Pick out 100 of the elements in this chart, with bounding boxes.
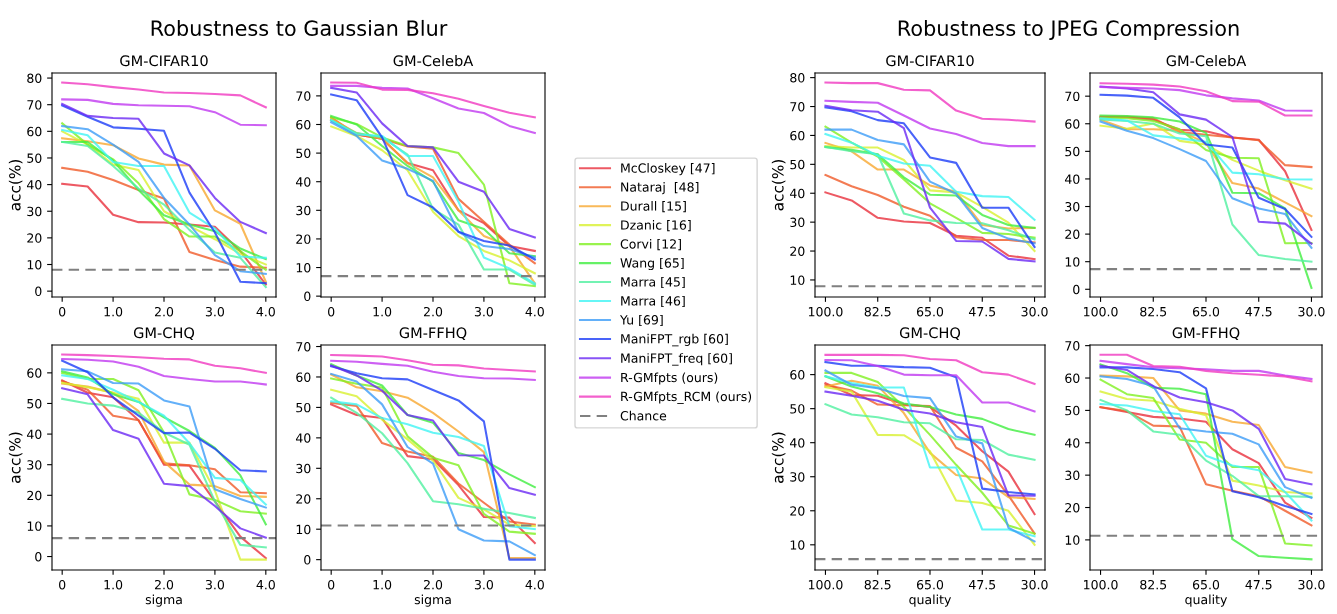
x-tick-label: 1.0 [104, 579, 123, 590]
legend-label: Chance [620, 410, 667, 421]
x-tick-label: 100.0 [808, 306, 843, 317]
y-tick-label: 10 [296, 263, 311, 273]
y-tick-label: 30 [1065, 470, 1080, 481]
line-series [61, 359, 267, 473]
line-series [61, 182, 267, 286]
x-tick-label: 0 [328, 306, 335, 317]
line-series [330, 354, 536, 373]
x-tick-label: 82.5 [864, 579, 891, 590]
line-series [1099, 374, 1313, 474]
y-tick-label: 20 [790, 506, 805, 516]
line-series [824, 360, 1036, 496]
line-series [330, 359, 536, 382]
line-series [1099, 359, 1313, 381]
y-tick-label: 30 [790, 472, 805, 482]
y-tick-label: 70 [296, 91, 311, 101]
line-series [1099, 122, 1313, 190]
x-tick-label: 47.5 [1245, 307, 1272, 317]
line-series [824, 358, 1036, 413]
y-tick-label: 20 [790, 246, 805, 256]
line-series [61, 104, 267, 285]
y-axis-title: acc(%) [8, 160, 23, 211]
y-axis-title: acc(%) [8, 432, 23, 483]
line-series [61, 98, 267, 127]
y-tick-label: 60 [296, 372, 311, 382]
x-tick-label: 100.0 [1084, 306, 1118, 317]
y-tick-label: 10 [1065, 535, 1080, 545]
x-tick-label: 2.0 [423, 579, 443, 590]
legend-label: Corvi [12] [620, 239, 681, 251]
chart-title: GM-CIFAR10 [120, 55, 208, 67]
y-tick-label: 20 [27, 490, 42, 501]
y-tick-label: 20 [1065, 502, 1080, 513]
y-axis-title: acc(%) [771, 160, 786, 211]
line-series [824, 173, 1036, 244]
x-tick-label: 30.0 [1298, 306, 1325, 317]
x-tick-label: 82.5 [864, 306, 891, 317]
x-tick-label: 2.0 [154, 306, 174, 317]
line-series [1099, 114, 1313, 289]
x-tick-label: 4.0 [256, 306, 275, 317]
y-tick-label: 0 [35, 552, 42, 562]
x-tick-label: 30.0 [1021, 306, 1048, 317]
y-tick-label: 60 [27, 368, 42, 378]
y-tick-label: 60 [1065, 119, 1080, 129]
x-tick-label: 2.0 [154, 579, 174, 590]
line-series [824, 81, 1036, 123]
y-tick-label: 50 [790, 159, 805, 170]
y-tick-label: 20 [296, 494, 311, 504]
x-tick-label: 1.0 [104, 306, 123, 317]
legend-label: Durall [15] [621, 201, 686, 213]
x-axis-title: sigma [414, 594, 451, 607]
x-tick-label: 100.0 [808, 579, 843, 590]
line-series [1099, 375, 1313, 499]
x-tick-label: 3.0 [205, 306, 225, 317]
y-tick-label: 70 [296, 341, 311, 352]
y-tick-label: 40 [1064, 174, 1080, 184]
text: Robustness to JPEG Compression [898, 19, 1239, 41]
y-tick-label: 10 [27, 259, 42, 270]
y-tick-label: 40 [789, 438, 805, 448]
legend-label: ManiFPT_rgb [60] [621, 333, 728, 347]
chart-title: GM-CelebA [393, 54, 474, 67]
line-series [61, 358, 267, 386]
line-series [1099, 353, 1313, 383]
chart-title: GM-CHQ [133, 327, 195, 340]
x-tick-label: 4.0 [256, 579, 275, 590]
x-tick-label: 3.0 [205, 579, 225, 590]
y-tick-label: 60 [790, 130, 805, 141]
legend-label: R-GMfpts (ours) [621, 372, 718, 385]
line-series [1099, 366, 1313, 516]
x-tick-label: 3.0 [474, 306, 494, 317]
y-tick-label: 70 [1065, 91, 1080, 102]
y-tick-label: 60 [27, 126, 42, 137]
x-tick-label: 4.0 [525, 579, 544, 590]
text: Robustness to Gaussian Blur [151, 19, 448, 37]
line-series [1099, 364, 1313, 486]
y-tick-label: 30 [27, 460, 42, 470]
x-tick-label: 47.5 [968, 307, 996, 317]
legend-label: R-GMfpts_RCM (ours) [621, 391, 752, 404]
chart-title: GM-CHQ [899, 327, 961, 340]
x-tick-label: 0 [59, 306, 66, 317]
y-tick-label: 40 [26, 429, 42, 440]
line-series [330, 81, 536, 119]
legend-label: Nataraj [48] [621, 182, 699, 195]
line-series [330, 86, 536, 239]
line-series [1099, 117, 1313, 181]
x-tick-label: 30.0 [1298, 579, 1325, 590]
x-tick-label: 3.0 [474, 579, 494, 590]
legend-label: Dzanic [16] [621, 220, 691, 232]
line-series [824, 403, 1036, 461]
y-tick-label: 40 [789, 188, 805, 199]
y-tick-label: 70 [1065, 341, 1080, 351]
y-tick-label: 40 [1064, 438, 1080, 448]
line-series [61, 353, 267, 374]
y-tick-label: 10 [27, 521, 42, 531]
x-tick-label: 65.0 [916, 306, 944, 317]
x-tick-label: 30.0 [1021, 579, 1048, 590]
y-tick-label: 0 [304, 555, 311, 565]
y-tick-label: 30 [27, 206, 42, 217]
y-tick-label: 10 [1065, 257, 1080, 267]
x-axis-title: quality [1185, 594, 1228, 607]
